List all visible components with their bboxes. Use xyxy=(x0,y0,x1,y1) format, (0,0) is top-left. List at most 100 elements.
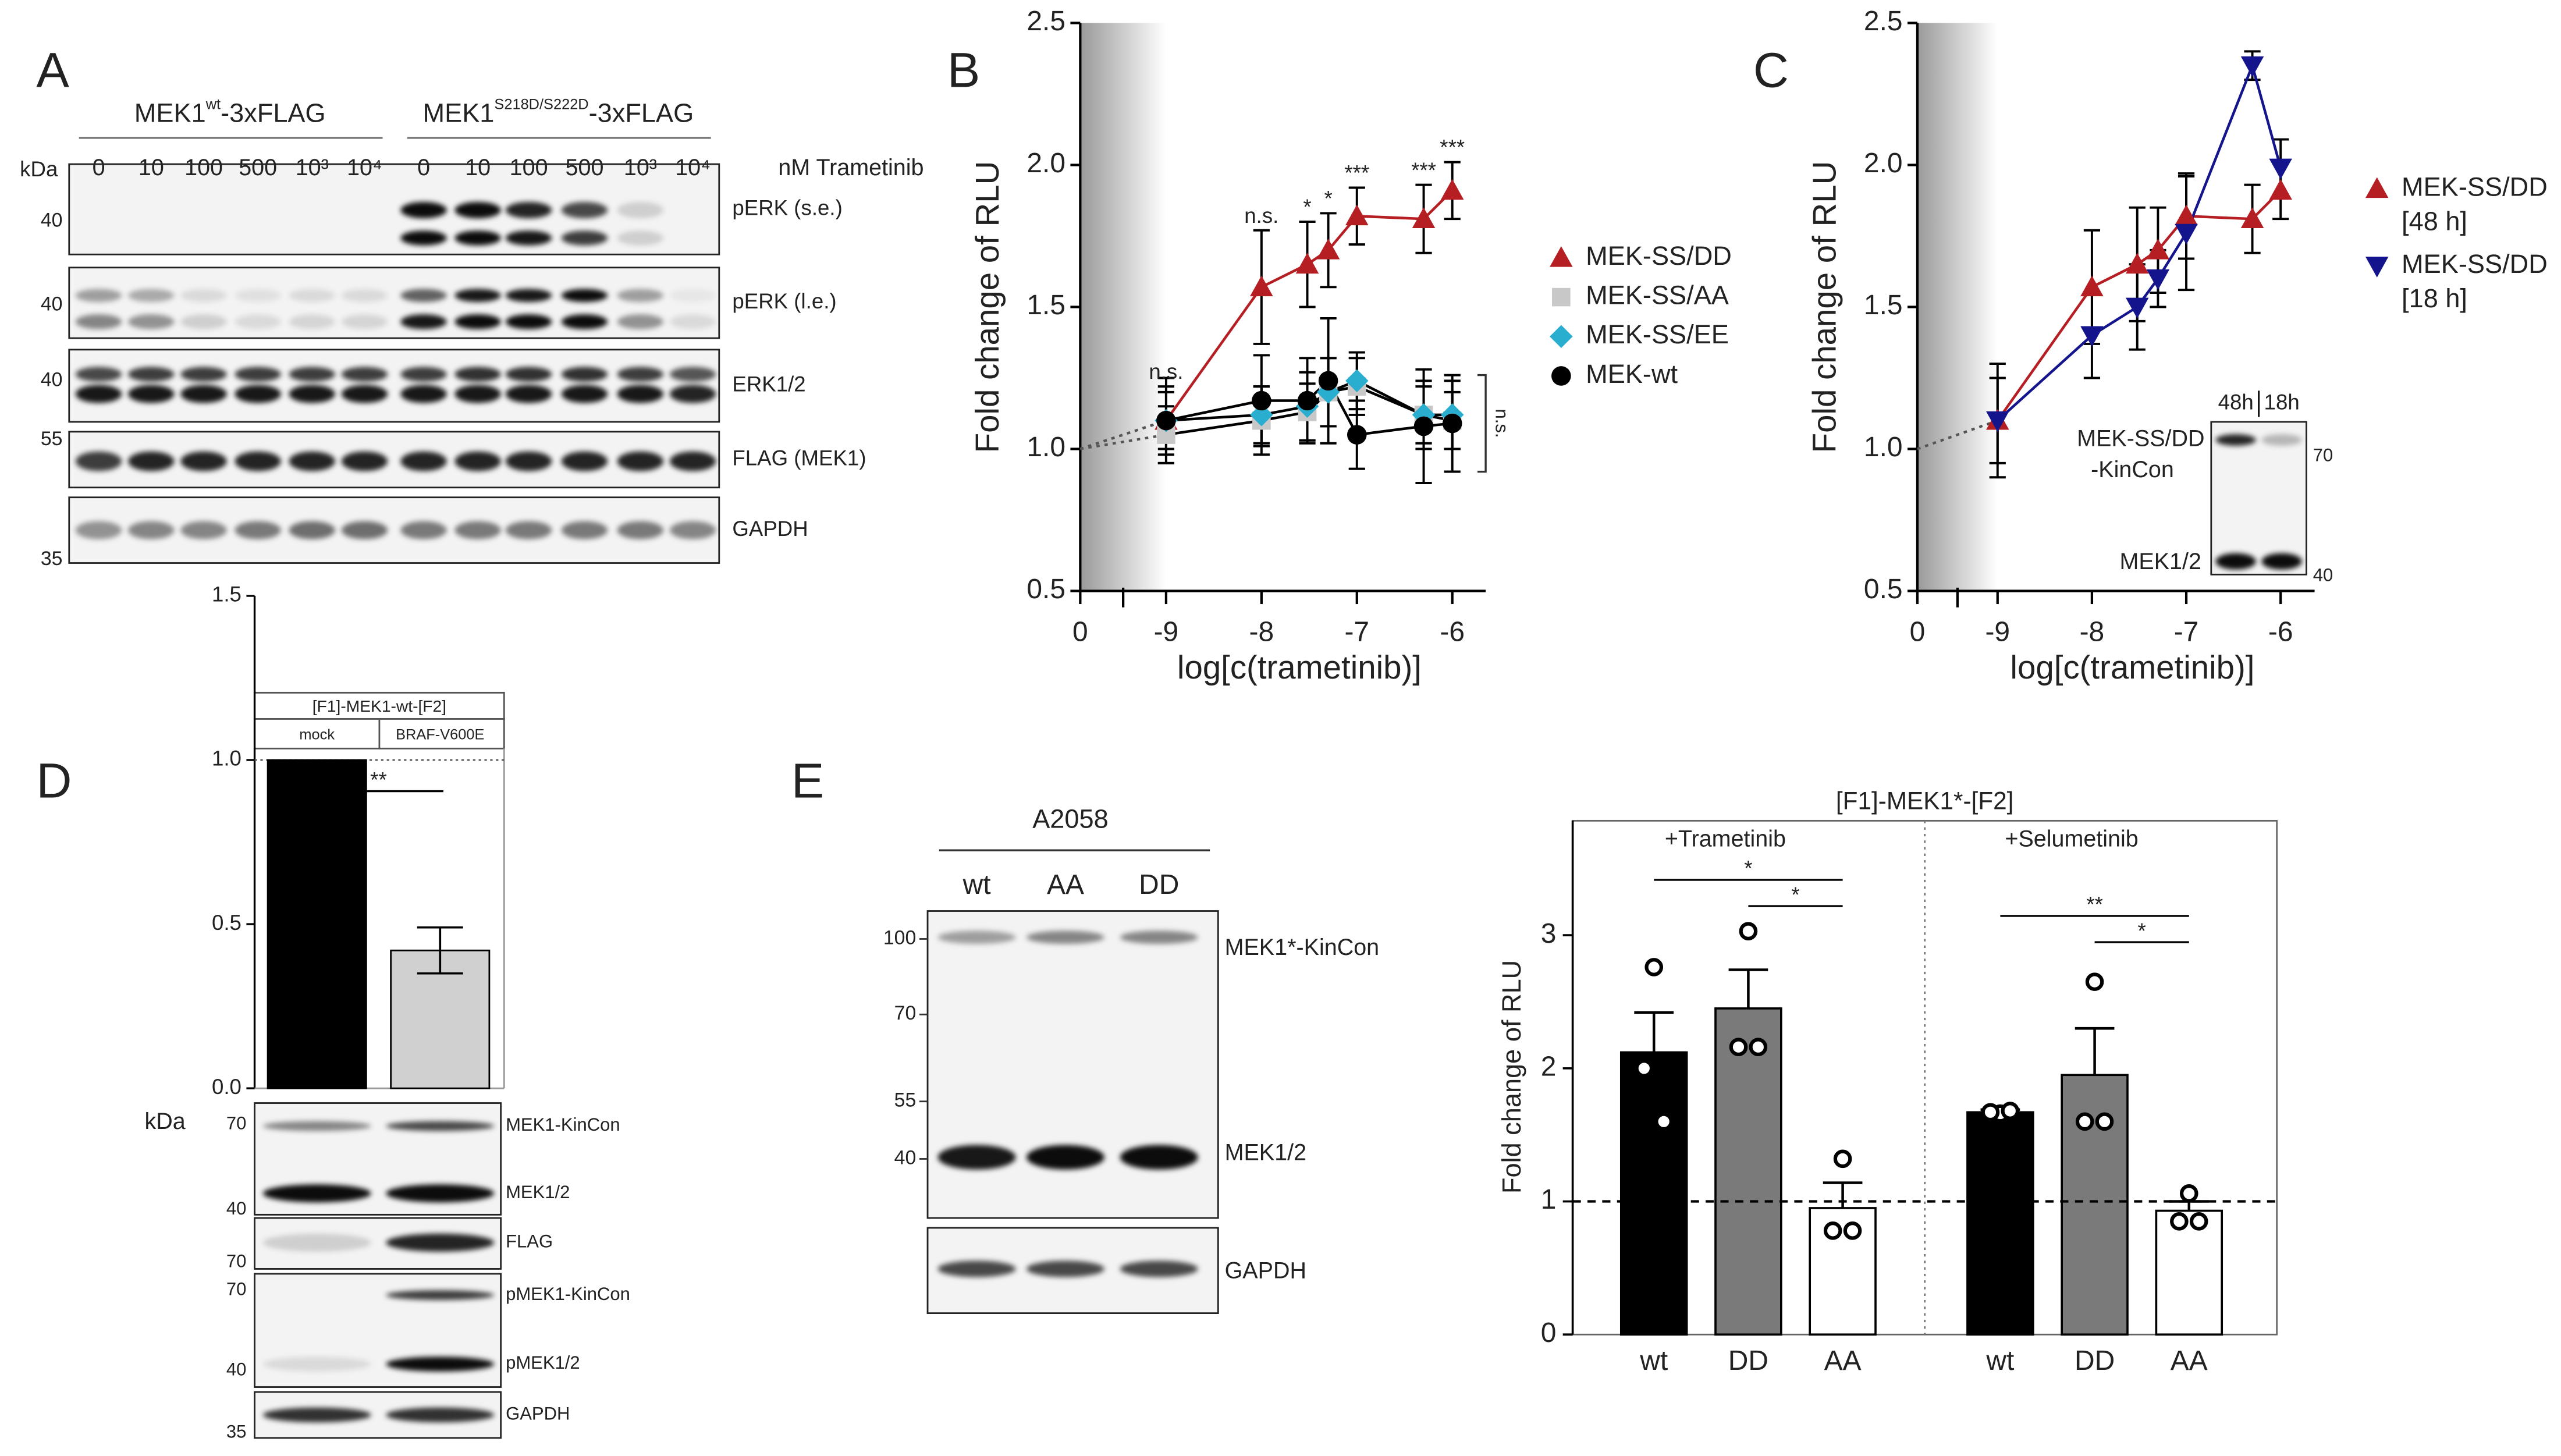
band-label: pMEK1/2 xyxy=(506,1352,580,1373)
band-label: FLAG xyxy=(506,1231,553,1251)
baseline-connector xyxy=(1079,419,1167,450)
band xyxy=(561,385,608,403)
y-tick-label: 2.5 xyxy=(1026,6,1065,37)
band xyxy=(1026,931,1105,944)
band xyxy=(561,230,608,246)
marker xyxy=(2125,253,2149,274)
band xyxy=(937,931,1016,944)
lane-label: 10 xyxy=(138,155,164,180)
data-point xyxy=(1749,1038,1768,1057)
band xyxy=(1026,1145,1105,1170)
kda-label: 40 xyxy=(2313,564,2333,585)
band xyxy=(669,385,716,403)
marker xyxy=(2146,269,2170,290)
marker xyxy=(1318,371,1338,391)
marker xyxy=(2175,223,2198,245)
band xyxy=(128,451,175,471)
blot-title: A2058 xyxy=(1032,804,1108,833)
x-tick-label: AA xyxy=(2171,1345,2208,1376)
marker xyxy=(2240,56,2264,77)
y-tick-label: 2.0 xyxy=(1864,148,1903,179)
band xyxy=(128,385,175,403)
band xyxy=(386,1356,495,1372)
kda-label: 40 xyxy=(41,368,63,390)
band xyxy=(262,1407,371,1423)
y-tick-label: 2 xyxy=(1541,1051,1557,1082)
row-label: GAPDH xyxy=(732,517,808,541)
group-sup: S218D/S222D xyxy=(494,96,588,112)
row-label: ERK1/2 xyxy=(732,372,805,396)
lane-label: DD xyxy=(1139,869,1179,900)
y-tick-label: 1.0 xyxy=(212,747,241,770)
x-tick-label: -7 xyxy=(2174,616,2199,647)
band xyxy=(128,521,175,539)
significance: *** xyxy=(1344,161,1369,185)
marker xyxy=(1316,239,1340,260)
band xyxy=(341,367,388,382)
band xyxy=(400,289,447,303)
bracket xyxy=(1477,374,1487,473)
band xyxy=(454,367,501,382)
band xyxy=(341,385,388,403)
x-tick-label: -6 xyxy=(1440,616,1465,647)
kda-label: 40 xyxy=(226,1198,247,1219)
band xyxy=(262,1121,371,1131)
shading xyxy=(1917,23,1998,591)
x-tick-label: DD xyxy=(1728,1345,1768,1376)
marker xyxy=(2080,275,2104,297)
kda-label: 40 xyxy=(41,293,63,315)
band xyxy=(1120,1145,1198,1170)
band xyxy=(262,1233,371,1252)
kda-label: 70 xyxy=(2313,445,2333,465)
marker xyxy=(1345,204,1369,226)
y-tick-label: 0 xyxy=(1541,1317,1557,1348)
marker xyxy=(1297,390,1317,411)
band xyxy=(561,201,608,219)
y-tick-label: 0.5 xyxy=(1026,574,1065,605)
kda-label: 40 xyxy=(226,1359,247,1380)
band xyxy=(386,1233,495,1252)
significance: * xyxy=(2138,919,2146,943)
marker xyxy=(1295,253,1319,274)
legend-label: MEK-SS/EE xyxy=(1586,319,1729,349)
band xyxy=(75,521,122,539)
significance: *** xyxy=(1411,158,1436,182)
baseline-connector xyxy=(1917,419,1998,450)
kda-label: 55 xyxy=(41,428,63,450)
group-base: MEK1 xyxy=(134,98,206,127)
bar xyxy=(1966,1111,2034,1336)
band xyxy=(561,289,608,303)
category-label: BRAF-V600E xyxy=(396,726,484,743)
data-point xyxy=(2189,1212,2208,1231)
y-axis-label: Fold change of RLU xyxy=(969,161,1006,453)
x-tick-label: 0 xyxy=(1910,616,1926,647)
marker xyxy=(2125,297,2149,319)
y-tick-label: 3 xyxy=(1541,918,1557,949)
x-tick-label: 0 xyxy=(1072,616,1088,647)
x-axis-label: log[c(trametinib)] xyxy=(1177,649,1422,686)
kda-label: 70 xyxy=(226,1113,247,1133)
y-tick-label: 2.5 xyxy=(1864,6,1903,37)
data-point xyxy=(1729,1038,1748,1057)
band xyxy=(2215,553,2256,570)
band xyxy=(75,367,122,382)
band xyxy=(386,1407,495,1423)
y-tick-label: 1.5 xyxy=(1026,290,1065,321)
band xyxy=(400,367,447,382)
data-point xyxy=(2095,1112,2114,1131)
legend-label: MEK-SS/DD [48 h] xyxy=(2402,172,2548,236)
band-label: MEK1/2 xyxy=(506,1182,570,1202)
band xyxy=(561,521,608,539)
blot xyxy=(68,267,720,339)
band xyxy=(505,451,552,471)
band xyxy=(2261,434,2302,446)
band xyxy=(180,367,227,382)
marker xyxy=(2269,179,2292,200)
error-bar xyxy=(417,926,463,975)
significance: n.s. xyxy=(1149,360,1183,383)
y-tick-label: 1.0 xyxy=(1026,432,1065,463)
band xyxy=(341,289,388,303)
kda-label: 35 xyxy=(41,548,63,570)
lane-label: wt xyxy=(962,869,991,900)
significance: * xyxy=(1324,187,1332,211)
